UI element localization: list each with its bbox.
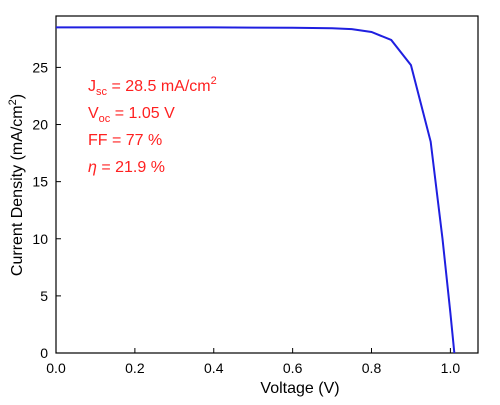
y-tick-label: 10 xyxy=(32,231,48,247)
ff-annotation: FF = 77 % xyxy=(88,132,162,149)
performance-annotations: Jsc = 28.5 mA/cm2 Voc = 1.05 V FF = 77 %… xyxy=(88,75,217,176)
y-tick-label: 20 xyxy=(32,117,48,133)
x-tick-label: 1.0 xyxy=(441,360,461,376)
x-tick-label: 0.0 xyxy=(46,360,66,376)
y-axis-label: Current Density (mA/cm2) xyxy=(7,94,26,276)
x-axis-ticks: 0.0 0.2 0.4 0.6 0.8 1.0 xyxy=(46,348,460,376)
jv-curve-series xyxy=(56,26,456,354)
y-tick-label: 25 xyxy=(32,59,48,75)
y-tick-label: 15 xyxy=(32,174,48,190)
plot-area-frame xyxy=(55,15,479,354)
x-tick-label: 0.8 xyxy=(362,360,382,376)
x-tick-label: 0.4 xyxy=(204,360,224,376)
y-tick-label: 5 xyxy=(40,288,48,304)
voc-annotation: Voc = 1.05 V xyxy=(88,105,175,125)
x-tick-label: 0.6 xyxy=(283,360,303,376)
y-axis-ticks: 0 5 10 15 20 25 xyxy=(32,59,61,361)
x-axis-label: Voltage (V) xyxy=(260,380,339,397)
x-tick-label: 0.2 xyxy=(125,360,145,376)
y-tick-label: 0 xyxy=(40,345,48,361)
jsc-annotation: Jsc = 28.5 mA/cm2 xyxy=(88,75,217,98)
efficiency-annotation: η = 21.9 % xyxy=(88,159,165,176)
